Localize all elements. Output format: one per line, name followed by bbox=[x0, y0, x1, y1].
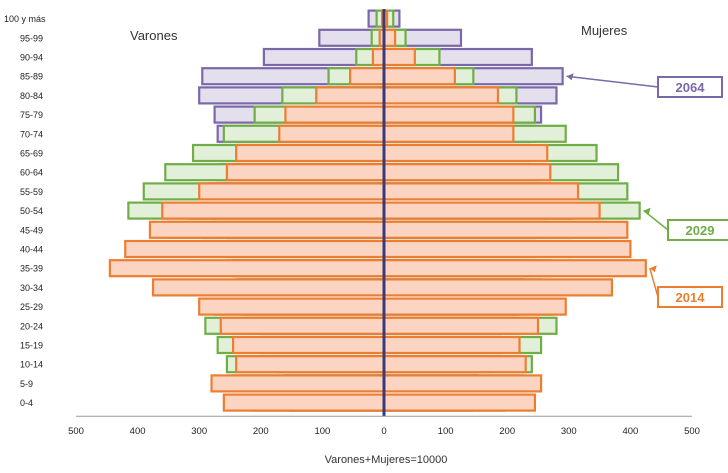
x-tick-label: 400 bbox=[130, 426, 146, 437]
bar-2014-varones bbox=[225, 163, 386, 182]
bar-2014-mujeres bbox=[382, 67, 456, 86]
bar-2014-varones bbox=[315, 86, 386, 105]
y-tick-label: 15-19 bbox=[20, 341, 43, 351]
annotation-label-2064: 2064 bbox=[676, 80, 706, 95]
bar-2014-varones bbox=[231, 335, 386, 355]
bar-2014-varones bbox=[235, 143, 386, 163]
y-tick-label: 75-79 bbox=[20, 110, 43, 120]
annotation-arrowhead-2029 bbox=[643, 207, 651, 215]
bar-2014-varones bbox=[235, 355, 386, 374]
bar-2014-varones bbox=[278, 124, 386, 143]
y-tick-label: 5-9 bbox=[20, 379, 33, 389]
bar-2014-varones bbox=[210, 374, 386, 393]
bar-2014-mujeres bbox=[382, 278, 614, 297]
annotation-box-2064 bbox=[657, 76, 723, 98]
x-tick-label: 500 bbox=[68, 426, 84, 437]
annotation-arrowhead-2014 bbox=[649, 265, 657, 273]
y-tick-label: 80-84 bbox=[20, 91, 43, 101]
bar-2014-mujeres bbox=[382, 143, 549, 163]
y-tick-label: 0-4 bbox=[20, 398, 33, 408]
x-tick-label: 100 bbox=[438, 426, 454, 437]
y-tick-label: 30-34 bbox=[20, 283, 43, 293]
bar-2014-varones bbox=[151, 278, 386, 297]
bar-2014-mujeres bbox=[382, 163, 552, 182]
bar-2014-mujeres bbox=[382, 28, 397, 47]
annotation-box-2029 bbox=[667, 219, 728, 241]
y-tick-label: 40-44 bbox=[20, 245, 43, 255]
bar-2014-mujeres bbox=[382, 86, 500, 105]
right-group-label: Mujeres bbox=[581, 23, 628, 38]
bar-2014-varones bbox=[284, 105, 386, 124]
bar-2014-mujeres bbox=[382, 335, 521, 355]
annotation-label-2029: 2029 bbox=[686, 223, 715, 238]
bar-2014-varones bbox=[108, 259, 386, 278]
y-tick-label: 65-69 bbox=[20, 149, 43, 159]
y-tick-label: 70-74 bbox=[20, 129, 43, 139]
bars-2014-group bbox=[108, 9, 647, 412]
x-tick-label: 200 bbox=[253, 426, 269, 437]
annotation-label-2014: 2014 bbox=[676, 290, 706, 305]
y-tick-label: 100 y más bbox=[4, 14, 46, 24]
x-axis-title: Varones+Mujeres=10000 bbox=[325, 454, 448, 466]
x-tick-label: 500 bbox=[684, 426, 700, 437]
x-tick-labels: 500 400 300 200 100 0 100 200 300 400 500 bbox=[68, 426, 700, 437]
y-tick-label: 50-54 bbox=[20, 206, 43, 216]
bar-2014-varones bbox=[371, 47, 386, 67]
bar-2014-varones bbox=[222, 393, 386, 412]
bar-2014-mujeres bbox=[382, 316, 540, 335]
bar-2014-mujeres bbox=[382, 105, 515, 124]
y-tick-label: 60-64 bbox=[20, 168, 43, 178]
annotation-arrowhead-2064 bbox=[566, 73, 574, 81]
bar-2014-mujeres bbox=[382, 259, 647, 278]
bar-2014-mujeres bbox=[382, 355, 527, 374]
y-tick-label: 85-89 bbox=[20, 72, 43, 82]
x-tick-label: 300 bbox=[561, 426, 577, 437]
bar-2014-varones bbox=[349, 67, 386, 86]
bar-2014-mujeres bbox=[382, 220, 629, 239]
left-group-label: Varones bbox=[130, 28, 178, 43]
bar-2014-varones bbox=[198, 182, 386, 201]
y-tick-label: 95-99 bbox=[20, 33, 43, 43]
y-tick-label: 90-94 bbox=[20, 53, 43, 63]
x-tick-label: 0 bbox=[381, 426, 386, 437]
bar-2014-varones bbox=[198, 297, 386, 316]
annotation-arrow-2064 bbox=[566, 75, 659, 88]
bar-2014-mujeres bbox=[382, 297, 567, 316]
y-tick-label: 25-29 bbox=[20, 302, 43, 312]
bar-2014-mujeres bbox=[382, 201, 601, 220]
bar-2014-mujeres bbox=[382, 182, 580, 201]
bar-2014-mujeres bbox=[382, 393, 537, 412]
y-tick-label: 20-24 bbox=[20, 321, 43, 331]
x-tick-label: 100 bbox=[314, 426, 330, 437]
y-tick-label: 55-59 bbox=[20, 187, 43, 197]
bar-2014-mujeres bbox=[382, 374, 543, 393]
y-tick-label: 45-49 bbox=[20, 225, 43, 235]
bar-2014-mujeres bbox=[382, 47, 416, 67]
x-tick-label: 200 bbox=[499, 426, 515, 437]
x-tick-label: 300 bbox=[191, 426, 207, 437]
y-tick-label: 35-39 bbox=[20, 264, 43, 274]
annotation-box-2014 bbox=[657, 286, 723, 308]
bar-2014-varones bbox=[161, 201, 386, 220]
y-tick-label: 10-14 bbox=[20, 360, 43, 370]
series-annotations: 2064 2029 2014 bbox=[566, 73, 728, 308]
bar-2014-mujeres bbox=[382, 124, 515, 143]
bar-2014-varones bbox=[148, 220, 386, 239]
bar-2014-varones bbox=[124, 239, 386, 259]
bar-2014-varones bbox=[219, 316, 386, 335]
y-tick-labels: 100 y más 95-99 90-94 85-89 80-84 75-79 70-74 6… bbox=[4, 14, 46, 408]
x-tick-label: 400 bbox=[622, 426, 638, 437]
bar-2014-mujeres bbox=[382, 239, 632, 259]
annotation-arrow-2014 bbox=[649, 267, 659, 298]
